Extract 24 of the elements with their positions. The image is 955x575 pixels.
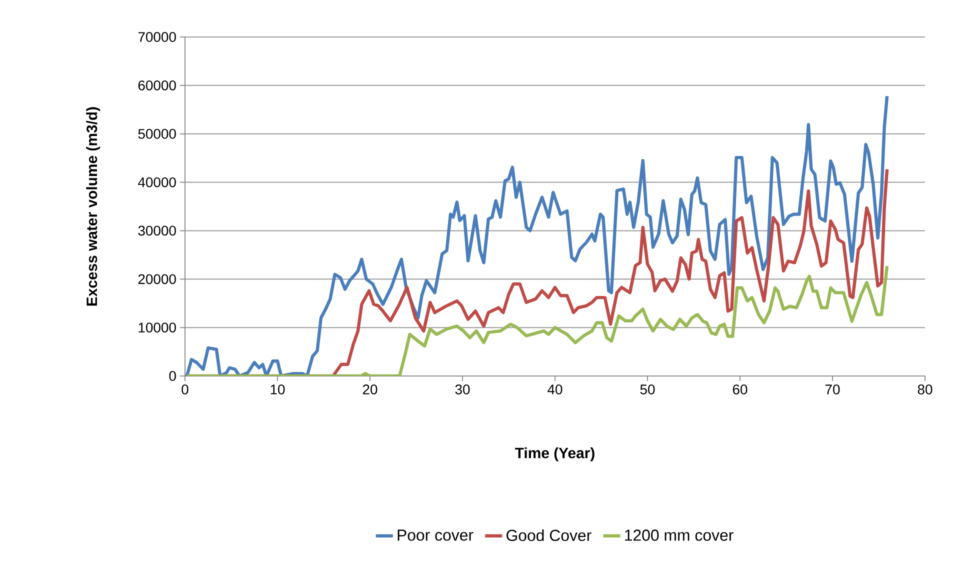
x-tick-label: 10 (270, 384, 285, 394)
x-tick-label: 0 (182, 384, 188, 394)
y-axis-title: Excess water volume (m3/d) (86, 107, 100, 306)
legend-label: Good Cover (506, 529, 592, 542)
x-tick-label: 20 (362, 384, 378, 394)
x-tick-label: 80 (918, 384, 932, 394)
legend-label: 1200 mm cover (625, 530, 734, 541)
y-tick-label: 50000 (138, 128, 176, 139)
x-tick-label: 70 (825, 384, 840, 394)
y-tick-label: 60000 (138, 80, 176, 90)
legend-label: Poor cover (398, 530, 474, 541)
x-tick-label: 50 (640, 384, 655, 394)
x-tick-label: 30 (455, 384, 470, 394)
line-series (185, 264, 889, 376)
y-tick-label: 20000 (138, 274, 176, 284)
y-tick-label: 30000 (138, 226, 176, 236)
x-axis-title: Time (Year) (515, 447, 594, 462)
y-tick-label: 0 (169, 371, 176, 381)
line-series (185, 94, 889, 376)
y-tick-label: 70000 (138, 32, 176, 42)
y-tick-label: 40000 (138, 177, 176, 188)
y-tick-label: 10000 (138, 322, 176, 333)
x-tick-label: 40 (548, 384, 562, 394)
x-tick-label: 60 (732, 384, 748, 394)
